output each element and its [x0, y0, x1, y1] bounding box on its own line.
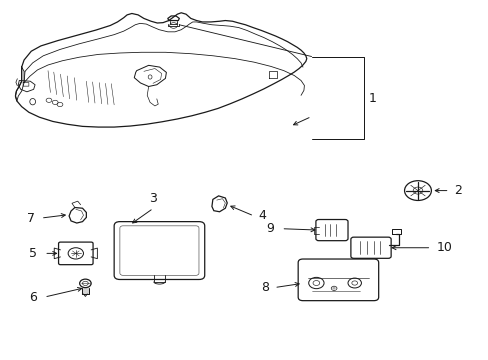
Text: 9: 9 [266, 222, 274, 235]
Text: 7: 7 [26, 212, 35, 225]
Text: 6: 6 [30, 291, 38, 303]
Text: 4: 4 [257, 210, 265, 222]
Text: 10: 10 [435, 241, 451, 254]
Text: 3: 3 [149, 192, 157, 205]
Text: 5: 5 [29, 247, 38, 260]
Text: 1: 1 [368, 93, 376, 105]
Text: 2: 2 [453, 184, 461, 197]
Text: 8: 8 [261, 281, 269, 294]
